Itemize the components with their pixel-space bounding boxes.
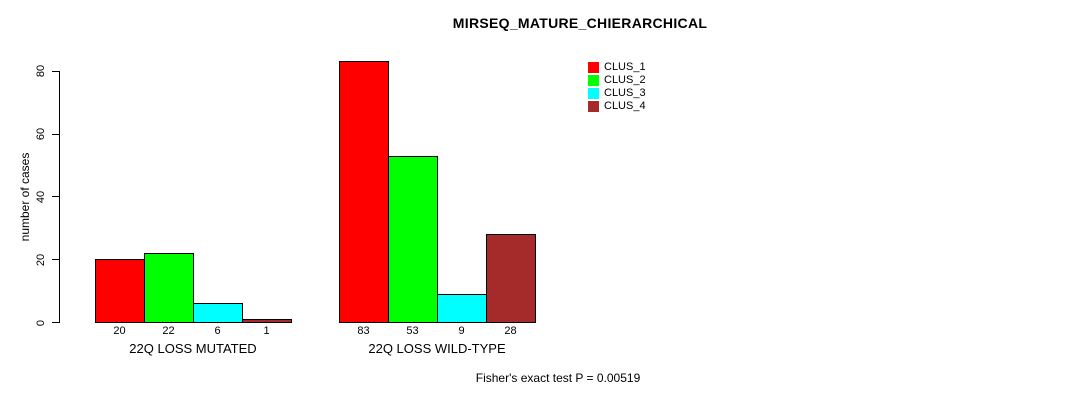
bar-clus-1-22q-loss-wild-type (339, 61, 389, 323)
bar-clus-3-22q-loss-wild-type (437, 294, 487, 323)
footnote-text: Fisher's exact test P = 0.00519 (475, 371, 641, 385)
legend-item-clus-1: CLUS_1 (588, 62, 646, 73)
legend-item-clus-3: CLUS_3 (588, 88, 646, 99)
bar-clus-2-22q-loss-mutated (144, 253, 194, 323)
y-tick-label-0: 0 (35, 319, 47, 326)
bar-clus-2-22q-loss-wild-type (388, 156, 438, 323)
bar-value-label-clus-2-22q-loss-mutated: 22 (162, 325, 175, 337)
bar-value-label-clus-4-22q-loss-wild-type: 28 (504, 325, 517, 337)
chart-title: MIRSEQ_MATURE_CHIERARCHICAL (452, 15, 708, 31)
y-tick-label-80: 80 (35, 65, 47, 78)
y-axis-line (59, 71, 60, 323)
legend-swatch-clus-3 (588, 88, 599, 99)
legend-label-clus-3: CLUS_3 (604, 87, 646, 99)
y-tick-mark-0 (52, 322, 59, 323)
bar-value-label-clus-1-22q-loss-wild-type: 83 (357, 325, 370, 337)
y-tick-label-60: 60 (35, 127, 47, 141)
bar-value-label-clus-3-22q-loss-wild-type: 9 (458, 325, 465, 337)
y-tick-label-40: 40 (35, 190, 47, 204)
bar-value-label-clus-1-22q-loss-mutated: 20 (113, 325, 126, 337)
bar-value-label-clus-3-22q-loss-mutated: 6 (214, 325, 221, 337)
legend-item-clus-2: CLUS_2 (588, 75, 646, 86)
legend-swatch-clus-1 (588, 62, 599, 73)
legend-label-clus-4: CLUS_4 (604, 100, 646, 112)
y-tick-mark-40 (52, 196, 59, 198)
bar-value-label-clus-2-22q-loss-wild-type: 53 (406, 325, 419, 337)
bar-clus-1-22q-loss-mutated (95, 259, 145, 323)
legend-label-clus-1: CLUS_1 (604, 61, 646, 73)
y-axis-label: number of cases (18, 152, 32, 242)
legend: CLUS_1 CLUS_2 CLUS_3 CLUS_4 (588, 62, 646, 114)
x-category-label-22q-loss-mutated: 22Q LOSS MUTATED (129, 341, 257, 356)
x-category-label-22q-loss-wild-type: 22Q LOSS WILD-TYPE (368, 341, 506, 356)
bar-clus-3-22q-loss-mutated (193, 303, 243, 323)
legend-label-clus-2: CLUS_2 (604, 74, 646, 86)
y-tick-label-20: 20 (35, 253, 47, 266)
y-tick-mark-80 (52, 70, 59, 72)
legend-item-clus-4: CLUS_4 (588, 101, 646, 112)
bar-clus-4-22q-loss-wild-type (486, 234, 536, 323)
y-tick-mark-60 (52, 133, 59, 135)
legend-swatch-clus-2 (588, 75, 599, 86)
bar-clus-4-22q-loss-mutated (242, 319, 292, 323)
legend-swatch-clus-4 (588, 101, 599, 112)
bar-value-label-clus-4-22q-loss-mutated: 1 (263, 325, 270, 337)
y-tick-mark-20 (52, 259, 59, 261)
